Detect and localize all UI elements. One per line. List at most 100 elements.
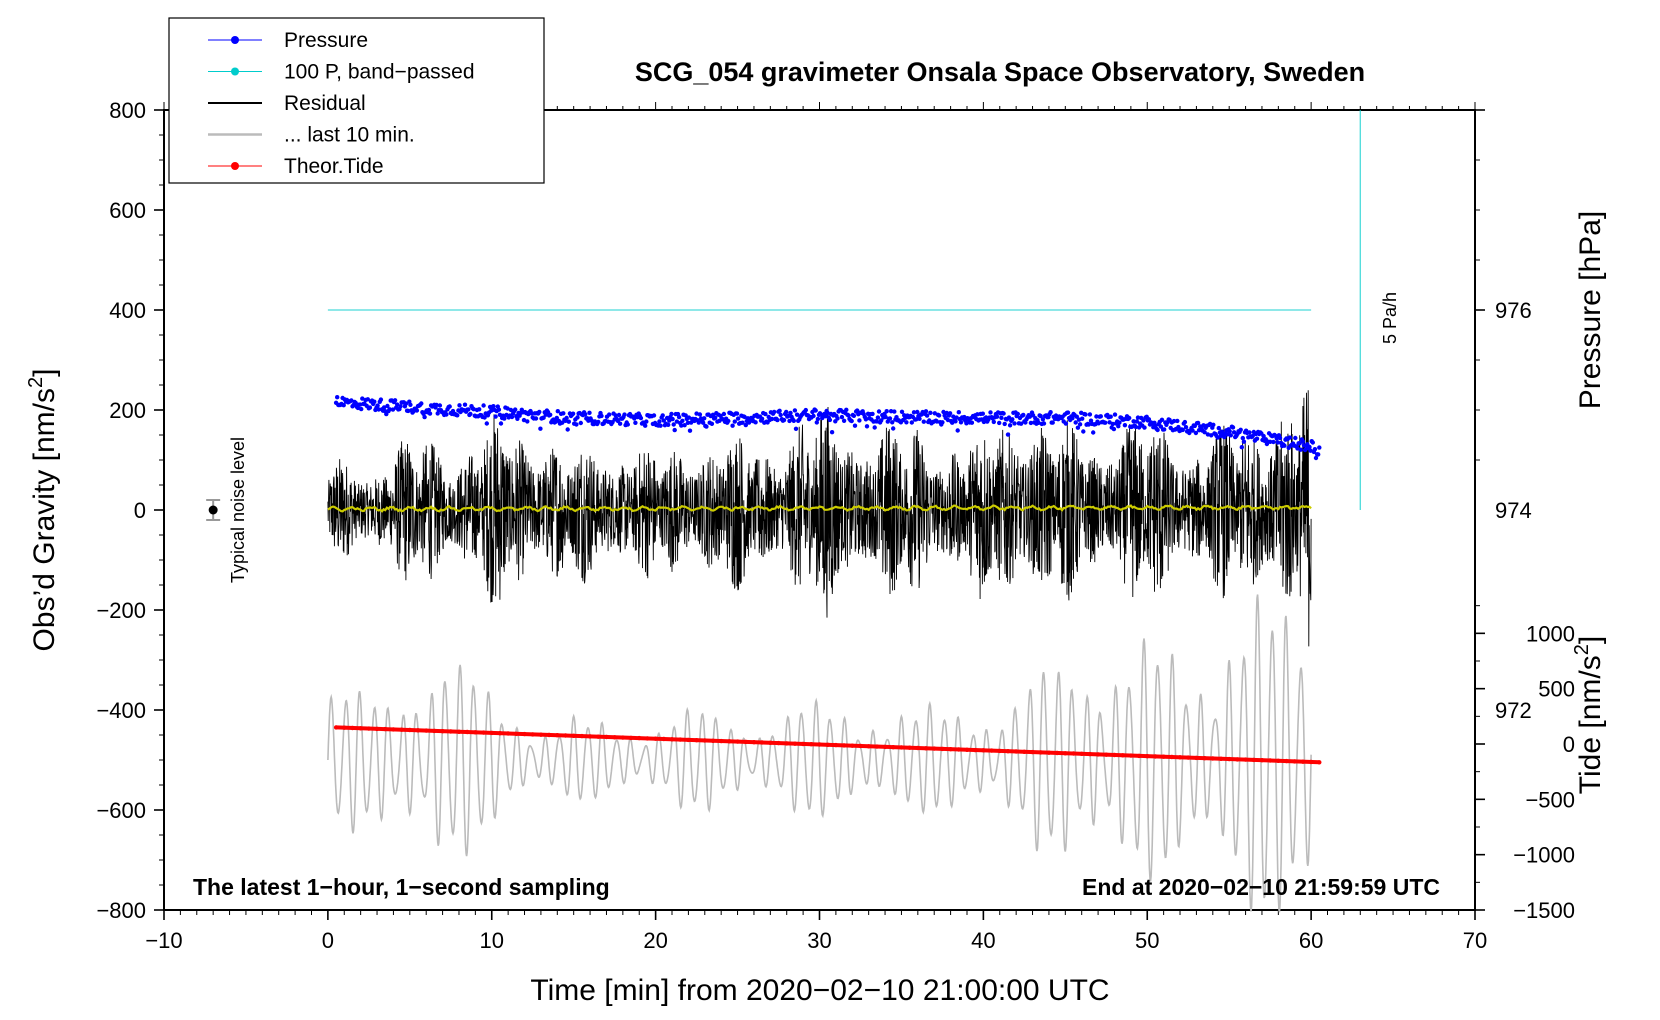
tide-point [424, 728, 429, 733]
pressure-point [1202, 430, 1207, 435]
tide-point [1145, 754, 1150, 759]
pressure-tick-label: 976 [1495, 298, 1532, 323]
pressure-point [687, 428, 693, 433]
y-left-tick-label: −600 [96, 798, 146, 823]
pressure-point [1308, 448, 1313, 453]
tide-point [841, 743, 847, 748]
pressure-point [481, 403, 486, 408]
pressure-point [814, 420, 819, 425]
pressure-point [1190, 428, 1195, 433]
tide-point [669, 737, 675, 742]
pressure-point [1015, 411, 1020, 417]
tide-point [800, 741, 806, 747]
tide-point [1153, 754, 1158, 759]
pressure-point [1027, 414, 1033, 419]
legend-entry: Residual [208, 92, 366, 115]
tide-point [809, 742, 814, 747]
pressure-point [1127, 415, 1132, 421]
pressure-point [570, 411, 576, 416]
trend-label: 5 Pa/h [1380, 292, 1400, 344]
tide-point [432, 728, 437, 734]
pressure-point [788, 410, 793, 416]
pressure-point [1274, 436, 1279, 441]
legend-swatch-dot [231, 67, 239, 76]
pressure-point [1155, 427, 1160, 433]
pressure-point [419, 401, 424, 406]
pressure-point [1176, 424, 1181, 430]
pressure-point [578, 420, 583, 426]
pressure-point [991, 419, 996, 425]
tide-point [522, 731, 527, 737]
pressure-point [1050, 420, 1055, 425]
tide-point [473, 730, 478, 735]
pressure-point [395, 402, 400, 407]
pressure-point [1063, 421, 1069, 426]
tide-title-main: Tide [nm/s [1574, 655, 1607, 794]
tide-point [1161, 754, 1166, 759]
tide-point [645, 736, 650, 741]
pressure-point [1287, 435, 1293, 440]
tide-point [1308, 759, 1314, 765]
pressure-point [864, 424, 870, 429]
legend-box [168, 17, 545, 184]
pressure-point [1241, 439, 1247, 444]
pressure-point [493, 414, 498, 419]
pressure-point [564, 415, 569, 421]
pressure-point [883, 414, 888, 420]
pressure-point [1219, 429, 1225, 434]
pressure-point [674, 419, 680, 424]
legend-entry: ... last 10 min. [208, 124, 415, 147]
pressure-point [1317, 445, 1322, 450]
pressure-point [775, 417, 780, 423]
pressure-point [1215, 435, 1220, 440]
pressure-point [616, 412, 622, 418]
tide-point [1300, 759, 1306, 764]
pressure-point [357, 402, 363, 407]
tide-point [899, 745, 904, 750]
pressure-point [988, 410, 993, 415]
pressure-point [538, 426, 543, 431]
tide-point [710, 738, 716, 743]
tide-point [342, 725, 347, 730]
pressure-point [1277, 435, 1283, 441]
pressure-point [353, 400, 358, 406]
pressure-point [792, 408, 798, 413]
pressure-point [851, 413, 857, 418]
pressure-point [763, 411, 768, 417]
pressure-point [947, 411, 953, 416]
pressure-point [1302, 447, 1308, 453]
pressure-point [1230, 425, 1236, 430]
tide-point [792, 741, 798, 746]
pressure-point [1271, 439, 1276, 445]
pressure-point [887, 416, 893, 421]
pressure-point [1116, 424, 1121, 429]
tide-point [694, 738, 699, 743]
pressure-point [509, 414, 515, 420]
pressure-point [911, 410, 917, 415]
tide-point [702, 738, 707, 743]
pressure-point [414, 408, 420, 413]
legend-entry: Theor.Tide [208, 155, 384, 178]
pressure-point [1108, 414, 1113, 419]
tide-point [981, 748, 986, 753]
tide-point [956, 747, 961, 752]
pressure-point [1133, 424, 1139, 430]
tide-point [1054, 750, 1060, 756]
pressure-point [696, 420, 701, 425]
pressure-point [632, 416, 637, 421]
pressure-point [1081, 429, 1086, 434]
tide-tick-label: −1000 [1513, 843, 1575, 868]
pressure-point [726, 418, 731, 424]
y-left-title-sup: 2 [25, 377, 47, 388]
tide-point [727, 739, 732, 744]
y-left-tick-label: −800 [96, 898, 146, 923]
pressure-point [876, 409, 882, 414]
pressure-point [694, 411, 699, 416]
pressure-point [505, 406, 510, 411]
pressure-point [951, 414, 956, 419]
pressure-point [491, 404, 496, 409]
x-axis-title: Time [min] from 2020−02−10 21:00:00 UTC [530, 974, 1109, 1007]
pressure-point [1038, 413, 1043, 419]
x-tick-label: 40 [971, 928, 995, 953]
pressure-point [1098, 414, 1104, 419]
